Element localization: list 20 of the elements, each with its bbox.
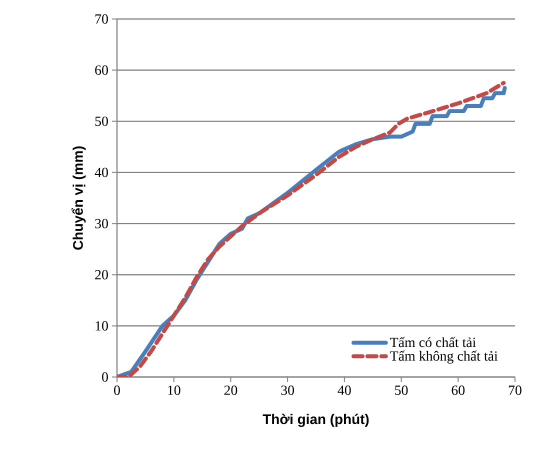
x-tick-label: 0 — [114, 386, 120, 395]
legend-label: Tấm có chất tải — [390, 336, 476, 348]
y-axis-title: Chuyển vị (mm) — [72, 146, 86, 250]
y-tick-label: 40 — [94, 168, 108, 178]
legend-label: Tấm không chất tải — [390, 350, 498, 364]
y-tick-label: 30 — [95, 218, 108, 228]
x-tick-label: 10 — [168, 386, 180, 395]
y-tick-label: 50 — [95, 116, 108, 126]
x-tick-label: 20 — [224, 386, 238, 395]
y-tick-label: 20 — [95, 270, 108, 280]
y-tick-label: 60 — [95, 65, 108, 75]
x-tick-label: 60 — [452, 386, 465, 395]
y-tick-label: 0 — [102, 372, 108, 382]
x-axis-title: Thời gian (phút) — [262, 414, 369, 427]
x-tick-label: 40 — [338, 386, 351, 395]
y-tick-label: 10 — [96, 321, 108, 331]
y-tick-label: 70 — [95, 14, 108, 24]
x-tick-label: 50 — [395, 386, 408, 395]
x-tick-label: 70 — [508, 386, 522, 395]
x-tick-label: 30 — [281, 386, 294, 395]
